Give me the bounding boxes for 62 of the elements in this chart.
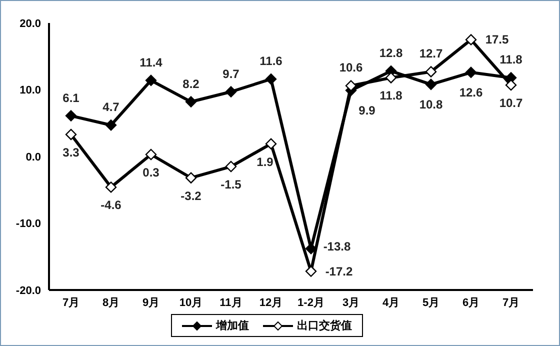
x-tick-label: 7月 [502,296,520,309]
data-label: 3.3 [62,145,80,160]
x-tick-label: 6月 [462,296,480,309]
data-label: 10.8 [419,97,443,112]
data-label: -13.8 [323,240,351,254]
point [65,110,77,122]
data-label: -17.2 [325,264,353,278]
x-tick-label: 10月 [179,296,203,309]
point [465,66,477,78]
point [225,86,237,98]
data-label: 9.9 [358,103,376,118]
data-label: 8.2 [182,76,200,91]
y-tick-label: 20.0 [20,18,41,30]
point [385,72,397,84]
point [145,74,157,86]
point [465,34,477,46]
point [265,73,277,85]
x-tick-label: 3月 [342,296,360,309]
y-tick-label: 10.0 [20,84,41,97]
data-label: -1.5 [220,178,242,192]
x-tick-label: 5月 [422,296,440,309]
point [185,96,197,108]
point [425,78,437,90]
x-tick-label: 4月 [382,296,400,309]
x-tick-label: 7月 [62,296,80,309]
point [185,172,197,184]
data-label: 9.7 [222,66,240,81]
legend-label: 增加值 [214,318,249,333]
x-tick-label: 8月 [102,296,120,309]
x-tick-label: 11月 [220,296,242,309]
point [65,128,77,140]
data-label: 10.6 [339,60,363,75]
data-label: 4.7 [102,100,120,114]
point [105,182,117,193]
x-tick-label: 1-2月 [298,296,324,309]
data-label: 1.9 [256,154,274,169]
data-label: 0.3 [142,165,160,180]
legend-label: 出口交货值 [296,318,352,333]
y-tick-label: -20.0 [16,284,41,297]
point [145,148,157,160]
data-label: 11.4 [140,55,163,70]
point [345,80,357,92]
data-label: 12.7 [419,46,443,61]
y-tick-label: 0.0 [26,151,41,164]
y-tick-label: -10.0 [16,218,41,230]
data-label: 11.6 [260,54,283,68]
point [225,160,237,172]
data-label: 11.8 [500,52,523,67]
point [265,138,277,150]
data-label: 10.7 [499,96,523,110]
data-label: 6.1 [62,90,80,105]
data-label: -3.2 [180,188,202,203]
x-tick-label: 12月 [259,296,283,309]
data-label: 17.5 [485,32,509,47]
data-label: 12.8 [379,46,403,60]
x-tick-label: 9月 [142,296,160,309]
data-label: 12.6 [459,85,483,100]
data-label: -4.6 [100,198,122,212]
point [305,266,317,277]
point [105,120,117,131]
point [425,66,437,78]
data-label: 11.8 [380,88,403,103]
